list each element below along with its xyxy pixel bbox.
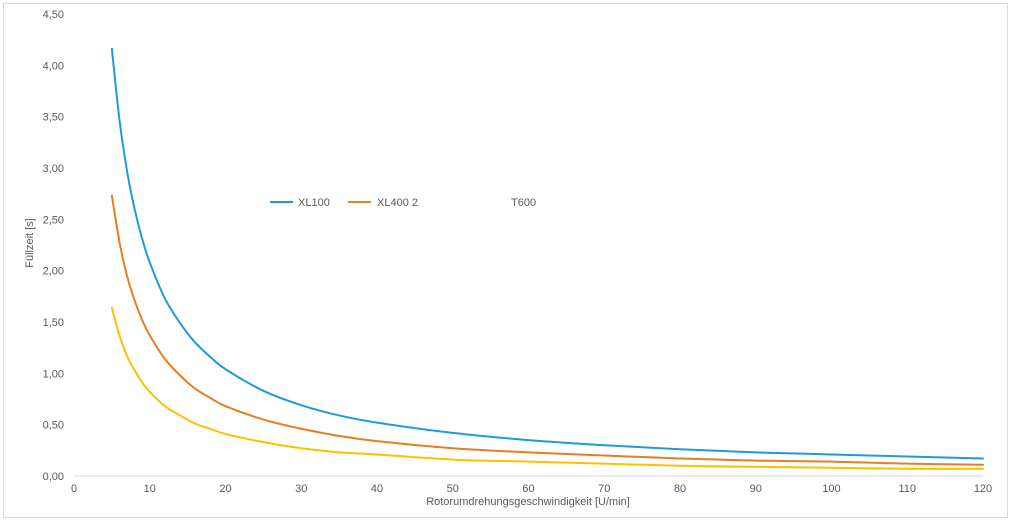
x-tick-label: 100 [822, 483, 840, 495]
x-tick-label: 30 [295, 483, 307, 495]
y-tick-label: 3,50 [43, 112, 64, 124]
series-line-t600 [110, 306, 984, 470]
y-tick-label: 1,00 [43, 368, 64, 380]
x-tick-label: 40 [371, 483, 383, 495]
legend-label: XL400 2 [377, 197, 418, 209]
series-line-xl100 [110, 47, 984, 460]
x-tick-label: 110 [898, 483, 916, 495]
legend-label: XL100 [298, 197, 330, 209]
y-tick-label: 2,00 [43, 266, 64, 278]
y-tick-label: 0,50 [43, 420, 64, 432]
x-tick-label: 90 [750, 483, 762, 495]
legend-item: XL100 [270, 197, 330, 209]
x-tick-label: 120 [974, 483, 992, 495]
series-lines [110, 47, 984, 470]
chart-frame [3, 3, 1008, 518]
y-tick-label: 0,00 [43, 471, 64, 483]
y-axis-title: Füllzeit [s] [24, 218, 36, 268]
x-tick-label: 0 [71, 483, 77, 495]
x-axis-title: Rotorumdrehungsgeschwindigkeit [U/min] [426, 496, 630, 508]
y-tick-label: 2,50 [43, 214, 64, 226]
x-tick-label: 10 [144, 483, 156, 495]
legend-item: T600 [511, 197, 536, 209]
x-tick-label: 50 [447, 483, 459, 495]
legend: XL100 XL400 2 T600 [270, 197, 536, 209]
x-tick-label: 60 [522, 483, 534, 495]
y-axis-title-group: Füllzeit [s] [24, 218, 36, 268]
y-tick-label: 4,00 [43, 60, 64, 72]
legend-item: XL400 2 [348, 197, 418, 209]
x-tick-label: 20 [219, 483, 231, 495]
legend-label: T600 [511, 197, 536, 209]
axes: 0,00 0,50 1,00 1,50 2,00 2,50 3,00 3,50 4,00 4,50… [43, 9, 993, 495]
x-tick-label: 70 [598, 483, 610, 495]
series-line-xl400-2 [110, 194, 984, 466]
x-tick-label: 80 [674, 483, 686, 495]
y-tick-label: 1,50 [43, 317, 64, 329]
y-tick-label: 3,00 [43, 163, 64, 175]
y-tick-label: 4,50 [43, 9, 64, 21]
